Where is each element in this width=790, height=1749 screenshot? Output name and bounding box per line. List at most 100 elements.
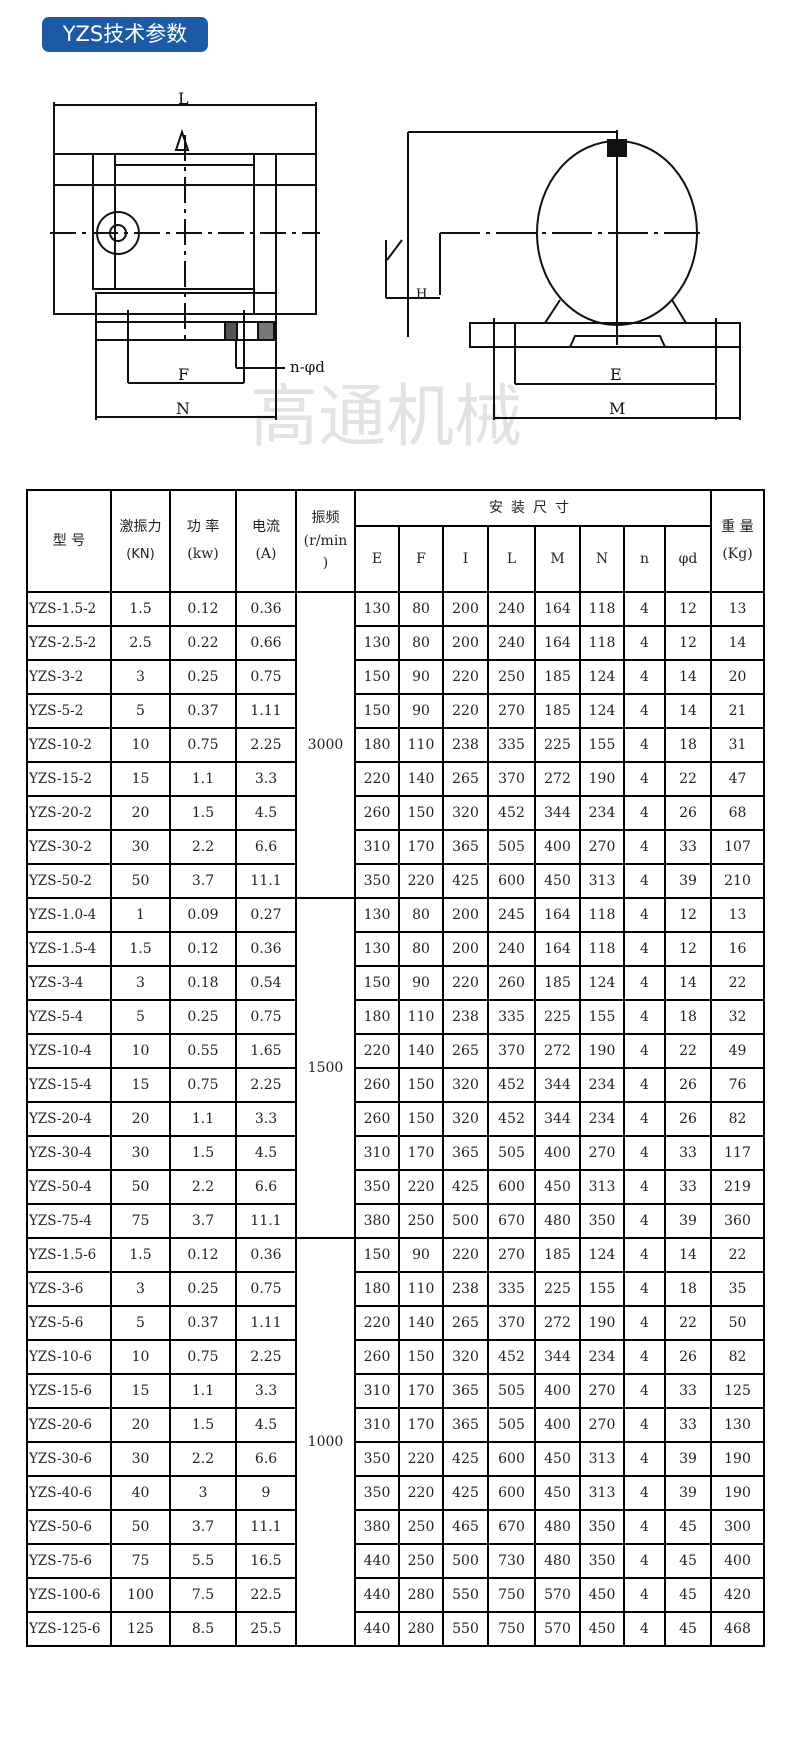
- table-row: YZS-10-4 10 0.55 1.65 220 140 265 370 272 190 4 22 4…: [26, 1033, 765, 1069]
- header-freq-label: 振频: [311, 510, 340, 527]
- value-cell: 12: [664, 897, 712, 933]
- value-cell: 1.1: [169, 1373, 237, 1409]
- value-cell: 33: [664, 1407, 712, 1443]
- value-cell: 370: [487, 1305, 536, 1341]
- value-cell: 90: [398, 965, 444, 1001]
- value-cell: 3.3: [235, 1101, 297, 1137]
- side-view: L F N n-φd: [50, 89, 325, 420]
- value-cell: 75: [110, 1543, 171, 1579]
- value-cell: 1.65: [235, 1033, 297, 1069]
- value-cell: 270: [487, 1237, 536, 1273]
- value-cell: 310: [354, 1135, 400, 1171]
- value-cell: 1.5: [110, 1237, 171, 1273]
- value-cell: 4: [623, 1611, 666, 1647]
- value-cell: 200: [442, 591, 489, 627]
- value-cell: 130: [354, 897, 400, 933]
- model-cell: YZS-3-6: [26, 1271, 112, 1307]
- value-cell: 125: [110, 1611, 171, 1647]
- value-cell: 2.25: [235, 1339, 297, 1375]
- value-cell: 3: [110, 1271, 171, 1307]
- model-cell: YZS-5-4: [26, 999, 112, 1035]
- value-cell: 240: [487, 591, 536, 627]
- value-cell: 280: [398, 1577, 444, 1613]
- dim-label-M: M: [609, 399, 625, 418]
- value-cell: 0.12: [169, 591, 237, 627]
- value-cell: 0.54: [235, 965, 297, 1001]
- value-cell: 220: [442, 965, 489, 1001]
- header-freq-unit-close: ): [322, 555, 329, 572]
- value-cell: 15: [110, 1067, 171, 1103]
- model-cell: YZS-15-4: [26, 1067, 112, 1103]
- section-title-badge: YZS技术参数: [42, 17, 208, 52]
- table-row: YZS-15-6 15 1.1 3.3 310 170 365 505 400 270 4 33 125: [26, 1373, 765, 1409]
- value-cell: 335: [487, 1271, 536, 1307]
- value-cell: 550: [442, 1577, 489, 1613]
- value-cell: 370: [487, 761, 536, 797]
- value-cell: 18: [664, 999, 712, 1035]
- value-cell: 33: [664, 1135, 712, 1171]
- table-row: YZS-20-4 20 1.1 3.3 260 150 320 452 344 234 4 26 82: [26, 1101, 765, 1137]
- value-cell: 118: [579, 931, 625, 967]
- value-cell: 480: [534, 1203, 581, 1239]
- value-cell: 313: [579, 1475, 625, 1511]
- value-cell: 125: [710, 1373, 765, 1409]
- model-cell: YZS-15-2: [26, 761, 112, 797]
- value-cell: 300: [710, 1509, 765, 1545]
- value-cell: 11.1: [235, 1203, 297, 1239]
- value-cell: 1.5: [110, 591, 171, 627]
- value-cell: 4.5: [235, 795, 297, 831]
- table-row: YZS-3-6 3 0.25 0.75 180 110 238 335 225 155 4 18 35: [26, 1271, 765, 1307]
- value-cell: 190: [710, 1441, 765, 1477]
- header-dim-6: n: [623, 525, 666, 593]
- value-cell: 200: [442, 897, 489, 933]
- value-cell: 39: [664, 1441, 712, 1477]
- value-cell: 5.5: [169, 1543, 237, 1579]
- value-cell: 260: [487, 965, 536, 1001]
- model-cell: YZS-75-6: [26, 1543, 112, 1579]
- value-cell: 47: [710, 761, 765, 797]
- value-cell: 124: [579, 1237, 625, 1273]
- table-row: YZS-50-6 50 3.7 11.1 380 250 465 670 480 350 4 45 30…: [26, 1509, 765, 1545]
- value-cell: 80: [398, 591, 444, 627]
- value-cell: 4.5: [235, 1135, 297, 1171]
- value-cell: 350: [579, 1203, 625, 1239]
- model-cell: YZS-125-6: [26, 1611, 112, 1647]
- value-cell: 4: [623, 1169, 666, 1205]
- value-cell: 1.5: [110, 931, 171, 967]
- value-cell: 0.22: [169, 625, 237, 661]
- value-cell: 4: [623, 1101, 666, 1137]
- value-cell: 310: [354, 829, 400, 865]
- value-cell: 600: [487, 863, 536, 899]
- value-cell: 0.27: [235, 897, 297, 933]
- value-cell: 0.37: [169, 693, 237, 729]
- value-cell: 2.25: [235, 1067, 297, 1103]
- value-cell: 2.2: [169, 1169, 237, 1205]
- model-cell: YZS-3-2: [26, 659, 112, 695]
- value-cell: 12: [664, 931, 712, 967]
- model-cell: YZS-10-2: [26, 727, 112, 763]
- value-cell: 90: [398, 659, 444, 695]
- value-cell: 4: [623, 1067, 666, 1103]
- value-cell: 0.75: [169, 1339, 237, 1375]
- value-cell: 118: [579, 625, 625, 661]
- value-cell: 190: [579, 761, 625, 797]
- value-cell: 140: [398, 1033, 444, 1069]
- value-cell: 110: [398, 999, 444, 1035]
- value-cell: 4: [623, 1577, 666, 1613]
- header-force: 激振力 (KN): [110, 489, 171, 593]
- spec-table: 型 号 激振力 (KN) 功 率 (kw) 电流 (A) 振频 (r/min) 安装尺寸…: [26, 489, 765, 1647]
- model-cell: YZS-20-6: [26, 1407, 112, 1443]
- value-cell: 50: [110, 1509, 171, 1545]
- value-cell: 0.36: [235, 931, 297, 967]
- value-cell: 420: [710, 1577, 765, 1613]
- value-cell: 5: [110, 999, 171, 1035]
- value-cell: 170: [398, 1373, 444, 1409]
- value-cell: 380: [354, 1509, 400, 1545]
- value-cell: 4: [623, 727, 666, 763]
- value-cell: 440: [354, 1577, 400, 1613]
- value-cell: 155: [579, 999, 625, 1035]
- value-cell: 22.5: [235, 1577, 297, 1613]
- value-cell: 335: [487, 999, 536, 1035]
- value-cell: 180: [354, 999, 400, 1035]
- value-cell: 40: [110, 1475, 171, 1511]
